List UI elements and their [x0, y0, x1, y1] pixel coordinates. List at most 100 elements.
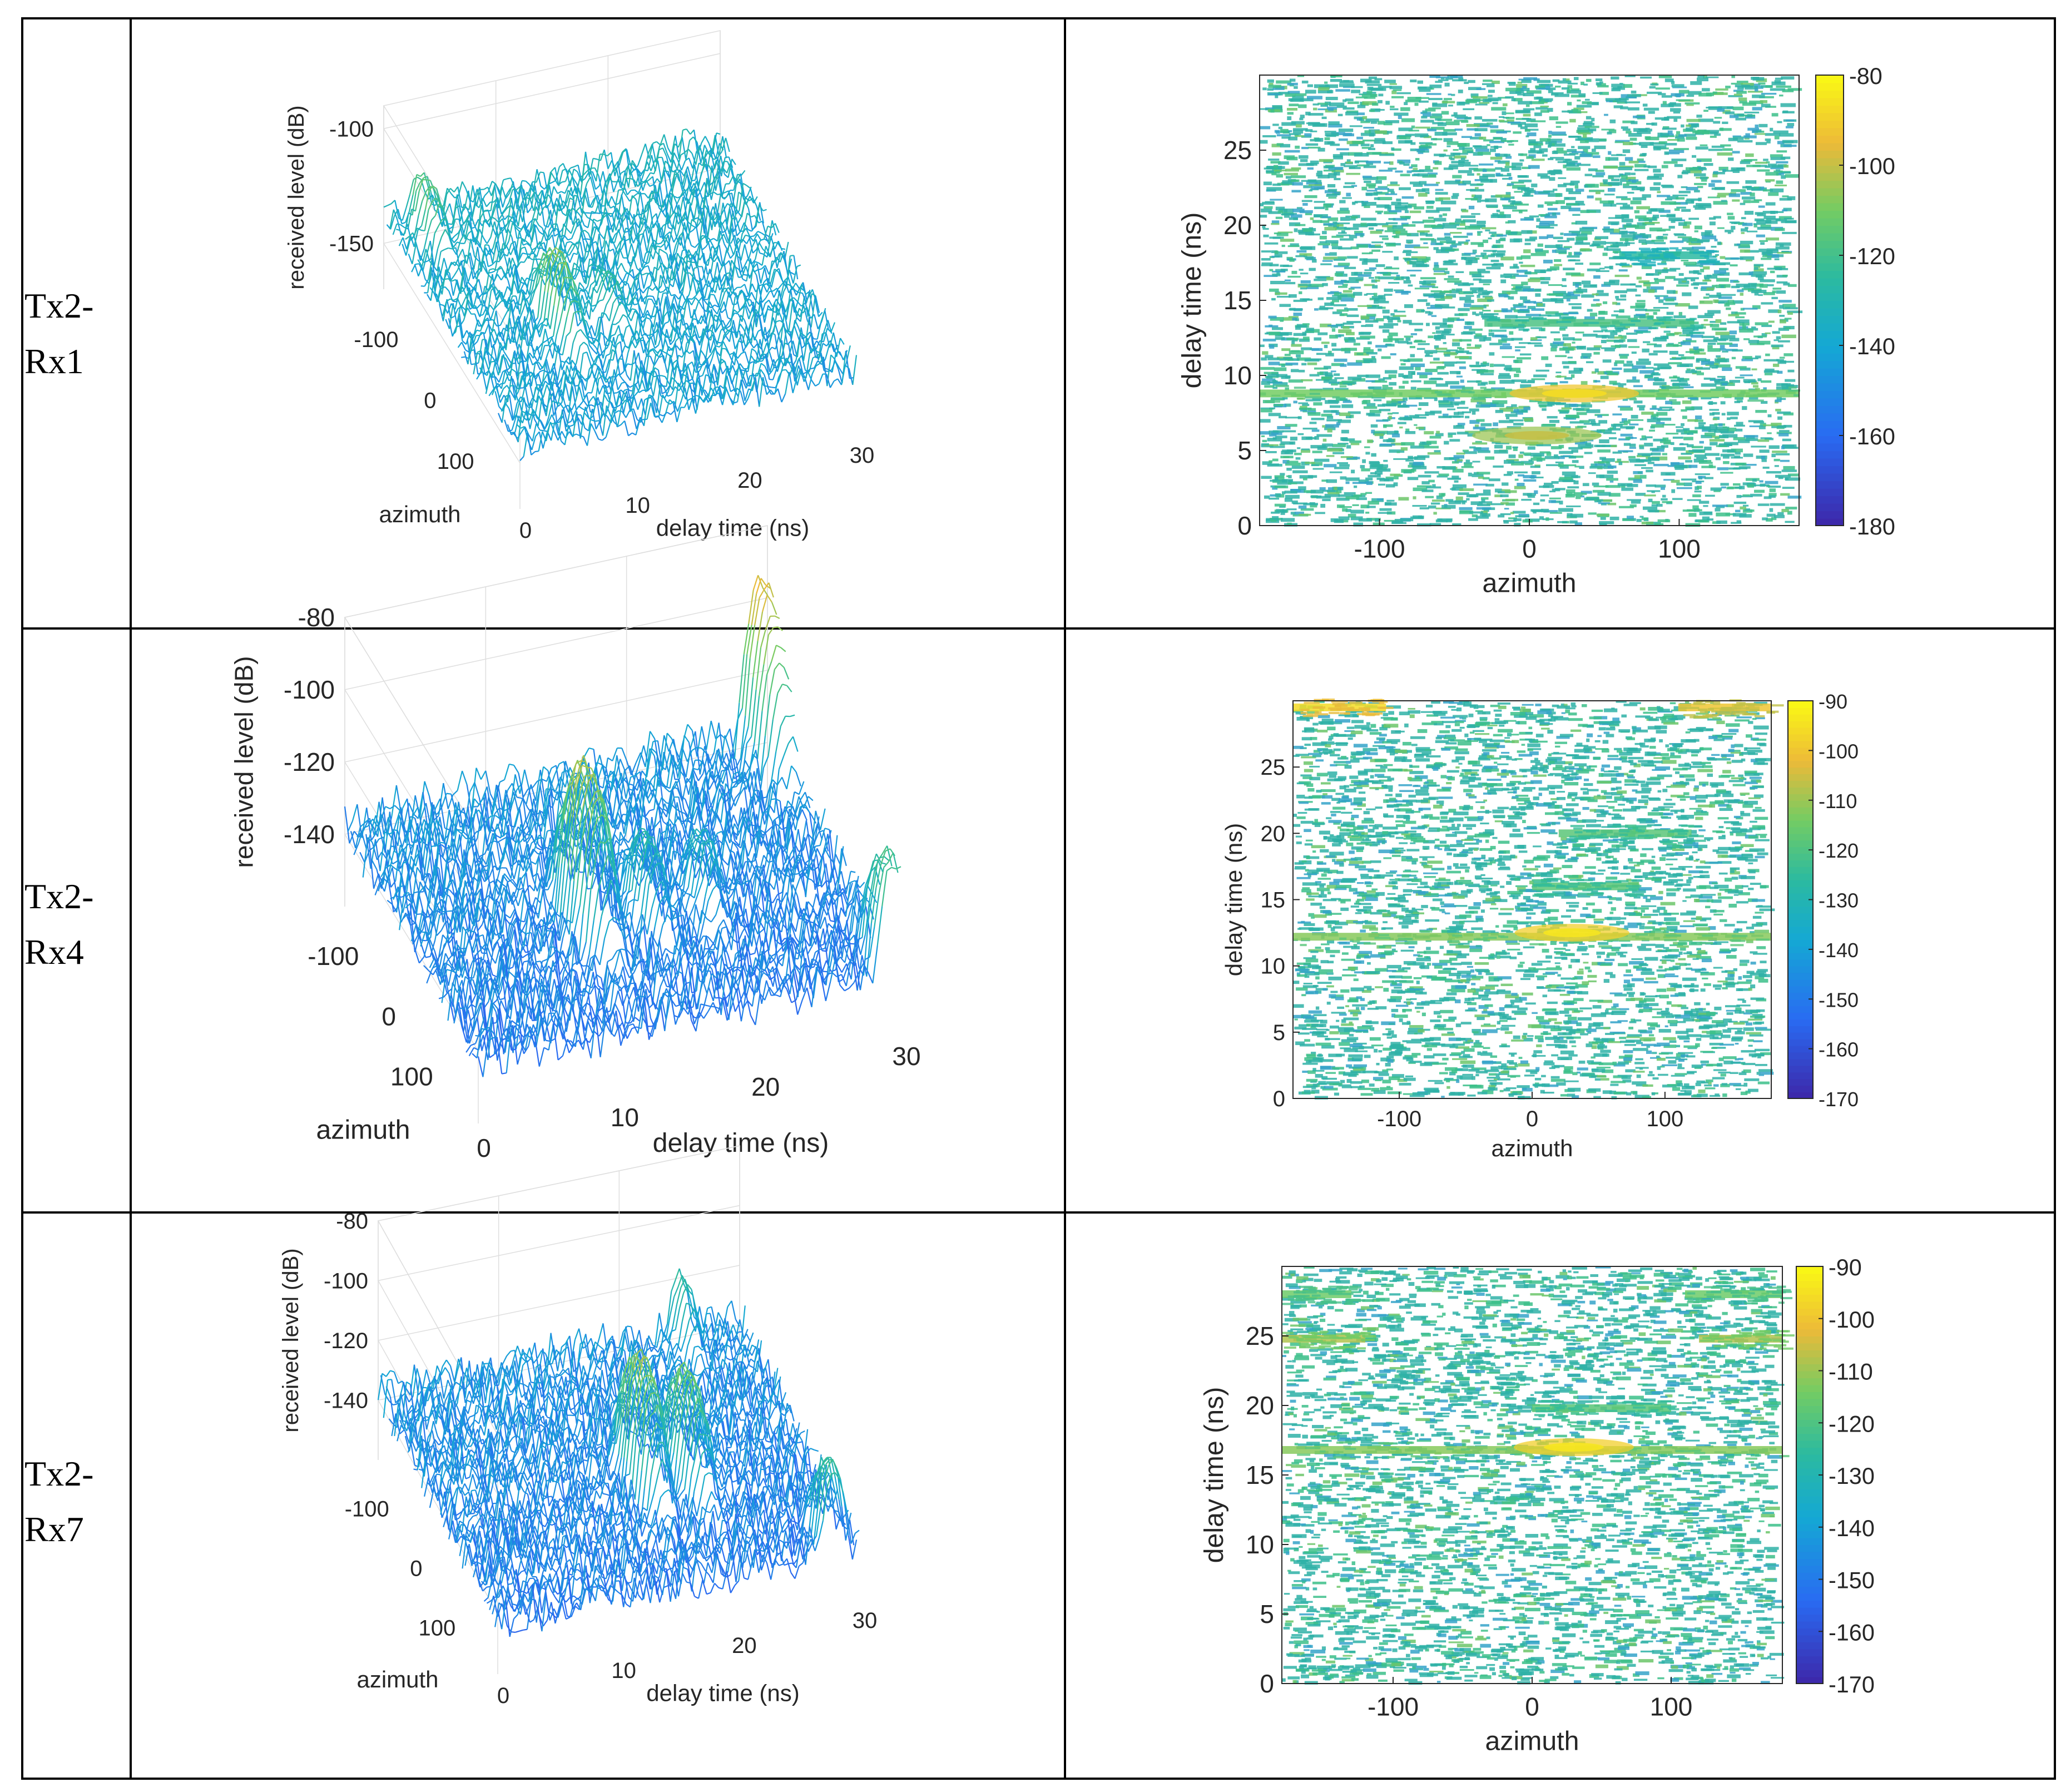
surface-segment [737, 233, 743, 253]
surface-segment [414, 191, 420, 211]
noise-cell [1729, 330, 1737, 335]
surface-segment [834, 378, 838, 382]
surface-segment [731, 159, 736, 165]
surface-segment [569, 424, 574, 427]
surface-segment [746, 185, 751, 189]
surface-segment [407, 224, 412, 241]
surface-segment [492, 233, 498, 248]
surface-segment [762, 342, 767, 354]
surface-segment [475, 241, 481, 248]
surface-segment [479, 187, 484, 212]
noise-cell [1657, 191, 1661, 194]
surface-segment [686, 128, 691, 135]
surface-segment [502, 242, 508, 247]
surface-segment [485, 247, 491, 255]
surface-segment [719, 167, 724, 174]
surface-segment [554, 200, 559, 231]
noise-cell [1288, 379, 1304, 383]
surface-segment [536, 241, 541, 248]
surface-segment [665, 321, 669, 324]
surface-segment [578, 218, 583, 230]
surface-segment [725, 190, 729, 194]
surface-segment [564, 184, 569, 194]
noise-cell [1531, 184, 1538, 187]
surface-segment [608, 171, 614, 179]
surface-segment [581, 230, 585, 233]
noise-cell [1297, 447, 1301, 449]
noise-cell [1425, 368, 1438, 373]
surface-segment [671, 294, 675, 296]
surface-segment [676, 155, 682, 170]
surface-segment [475, 229, 480, 245]
surface-segment [617, 229, 623, 241]
surface-segment [468, 230, 473, 234]
surface-segment [654, 367, 659, 371]
surface-segment [541, 190, 547, 205]
surface-segment [419, 249, 425, 261]
surface-segment [427, 294, 432, 301]
surface-segment [510, 384, 514, 387]
surface-segment [631, 308, 636, 310]
noise-cell [1401, 196, 1414, 199]
surface-segment [562, 237, 567, 253]
surface-segment [612, 207, 617, 232]
surface-segment [680, 170, 685, 177]
surface-segment [454, 232, 459, 237]
surface-segment [589, 176, 595, 192]
surface-segment [574, 218, 579, 224]
surface-segment [637, 154, 642, 166]
noise-cell [1314, 458, 1330, 462]
surface-segment [474, 203, 480, 209]
surface-segment [661, 157, 667, 172]
surface-segment [553, 186, 558, 194]
surface-segment [648, 298, 652, 300]
surface-segment [648, 143, 653, 154]
surface-segment [740, 200, 746, 217]
surface-segment [505, 220, 510, 227]
noise-cell [1710, 320, 1716, 323]
surface-segment [503, 178, 508, 181]
surface-segment [840, 338, 845, 345]
surface-segment [706, 177, 711, 193]
noise-cell [1639, 438, 1647, 440]
surface-segment [412, 232, 418, 245]
surface-segment [595, 420, 600, 422]
surface-segment [660, 290, 664, 294]
surface-segment [692, 136, 698, 143]
surface-segment [407, 209, 413, 229]
surface-segment [651, 222, 656, 227]
surface-segment [654, 157, 659, 161]
surface-segment [721, 192, 726, 195]
surface-segment [587, 211, 593, 228]
surface-segment [478, 242, 483, 252]
surface-segment [714, 314, 719, 318]
surface-segment [677, 174, 683, 190]
surface-segment [666, 336, 670, 339]
surface-segment [577, 171, 582, 182]
noise-cell [1463, 108, 1475, 111]
surface-segment [491, 216, 496, 220]
surface-segment [492, 242, 497, 264]
surface-segment [562, 316, 568, 335]
noise-cell [1713, 299, 1719, 303]
surface-segment [722, 288, 726, 290]
surface-segment [548, 400, 553, 417]
surface-segment [412, 244, 417, 264]
surface-segment [526, 191, 532, 200]
surface-segment [640, 221, 646, 231]
surface-segment [468, 220, 474, 236]
surface-segment [618, 221, 623, 232]
surface-segment [634, 189, 639, 194]
noise-cell [1310, 217, 1314, 220]
surface-segment [609, 289, 615, 299]
noise-cell [1715, 254, 1719, 256]
noise-cell [1562, 278, 1567, 281]
x-tick-label-3: 30 [850, 443, 875, 468]
surface-segment [674, 174, 678, 175]
surface-segment [576, 207, 581, 212]
surface-segment [487, 216, 492, 222]
surface-segment [537, 195, 542, 206]
surface-segment [625, 227, 630, 231]
surface-segment [568, 249, 574, 256]
surface-segment [781, 393, 786, 403]
